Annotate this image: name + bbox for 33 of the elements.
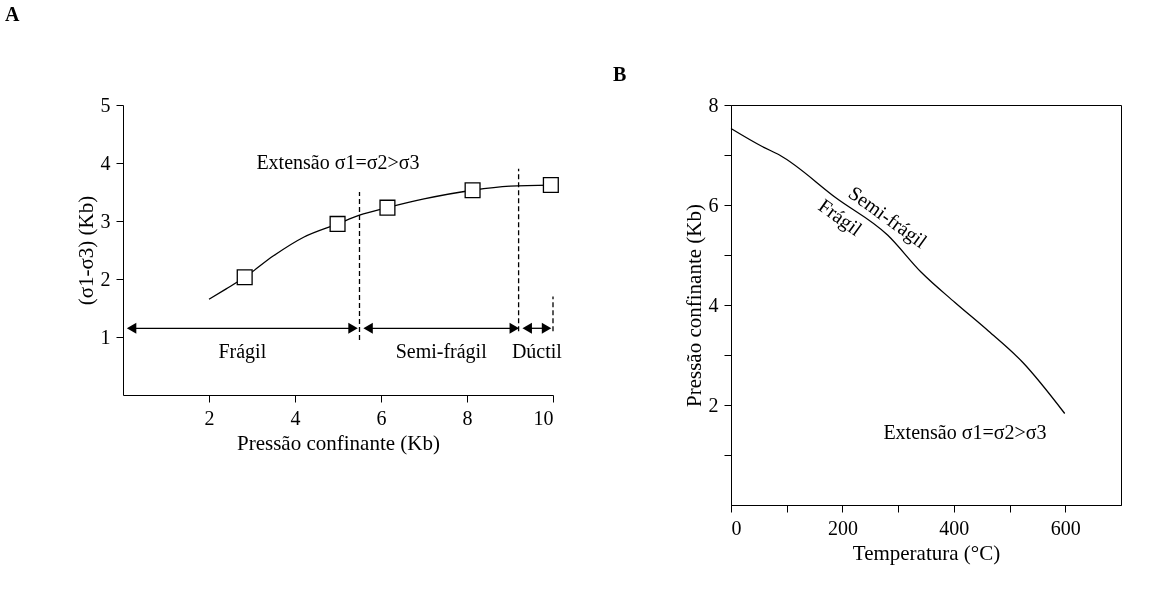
y-tick-label: 3 <box>100 209 111 232</box>
x-tick-label: 8 <box>462 406 473 429</box>
x-tick-label: 0 <box>731 516 742 539</box>
chart-title: A <box>5 3 20 25</box>
series-label: Semi-frágil <box>395 340 488 364</box>
x-tick-label: 10 <box>533 406 554 429</box>
y-tick-label: 8 <box>708 93 719 116</box>
y-axis-title: Pressão confinante (Kb) <box>681 204 706 407</box>
series-label: Frágil <box>218 340 267 364</box>
annotation: Extensão σ1=σ2>σ3 <box>883 421 1047 443</box>
point <box>464 182 481 199</box>
point <box>542 176 559 194</box>
y-tick-label: 2 <box>100 267 111 290</box>
y-tick-label: 5 <box>100 93 111 116</box>
x-tick-label: 2 <box>204 406 215 429</box>
y-tick-label: 4 <box>100 151 111 174</box>
y-tick-label: 4 <box>708 293 719 316</box>
point <box>379 199 396 216</box>
series-label: Dúctil <box>511 340 563 363</box>
chart-title: B <box>613 63 627 85</box>
x-tick-label: 6 <box>376 406 387 429</box>
y-tick-label: 1 <box>100 325 111 348</box>
x-tick-label: 4 <box>290 406 301 429</box>
x-tick-label: 400 <box>939 516 970 539</box>
x-axis-title: Pressão confinante (Kb) <box>237 430 440 455</box>
point <box>329 215 346 232</box>
y-axis-title: (σ1-σ3) (Kb) <box>73 195 98 306</box>
x-tick-label: 200 <box>827 516 858 539</box>
y-tick-label: 6 <box>708 193 719 216</box>
x-tick-label: 600 <box>1050 516 1081 539</box>
annotation: Extensão σ1=σ2>σ3 <box>256 151 420 173</box>
x-axis-title: Temperatura (°C) <box>852 540 1001 565</box>
point <box>236 269 253 286</box>
